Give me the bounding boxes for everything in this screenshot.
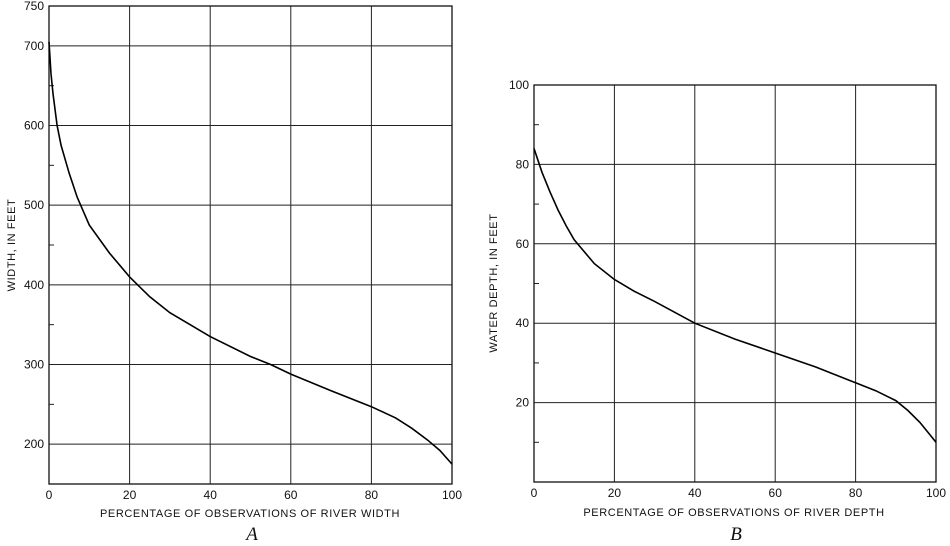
y-axis-title-a: WIDTH, IN FEET	[6, 199, 18, 292]
x-tick-label-b: 80	[849, 486, 863, 500]
y-axis-title-b: WATER DEPTH, IN FEET	[488, 213, 500, 352]
x-tick-label-a: 20	[123, 488, 137, 502]
y-tick-label-a: 400	[24, 278, 44, 292]
x-axis-title-a: PERCENTAGE OF OBSERVATIONS OF RIVER WIDT…	[100, 508, 400, 520]
x-tick-label-b: 0	[531, 486, 538, 500]
chart-panel-b: WATER DEPTH, IN FEET PERCENTAGE OF OBSER…	[488, 78, 946, 545]
panel-label-a: A	[244, 524, 258, 545]
x-tick-label-a: 60	[284, 488, 298, 502]
y-tick-label-b: 80	[516, 157, 530, 171]
duration-curve-a	[48, 41, 453, 465]
y-tick-label-a: 500	[24, 198, 44, 212]
y-tick-label-a: 750	[24, 0, 44, 13]
x-tick-label-b: 60	[769, 486, 783, 500]
chart-panel-a: WIDTH, IN FEET PERCENTAGE OF OBSERVATION…	[6, 0, 462, 545]
y-tick-label-a: 600	[24, 119, 44, 133]
y-tick-label-b: 40	[516, 316, 530, 330]
x-tick-label-b: 40	[688, 486, 702, 500]
x-axis-title-b: PERCENTAGE OF OBSERVATIONS OF RIVER DEPT…	[583, 507, 884, 519]
y-tick-label-b: 60	[516, 237, 530, 251]
plot-frame-a	[48, 5, 453, 485]
y-tick-label-b: 100	[509, 78, 529, 92]
x-tick-label-a: 100	[442, 488, 462, 502]
x-tick-label-b: 20	[608, 486, 622, 500]
x-tick-label-a: 40	[204, 488, 218, 502]
y-tick-label-a: 200	[24, 437, 44, 451]
plot-frame-b	[533, 84, 937, 483]
y-tick-label-b: 20	[516, 396, 530, 410]
y-tick-label-a: 700	[24, 39, 44, 53]
duration-curve-b	[533, 148, 937, 443]
x-tick-label-a: 0	[46, 488, 53, 502]
x-tick-label-b: 100	[926, 486, 946, 500]
panel-label-b: B	[730, 524, 742, 545]
y-tick-label-a: 300	[24, 358, 44, 372]
x-tick-label-a: 80	[365, 488, 379, 502]
